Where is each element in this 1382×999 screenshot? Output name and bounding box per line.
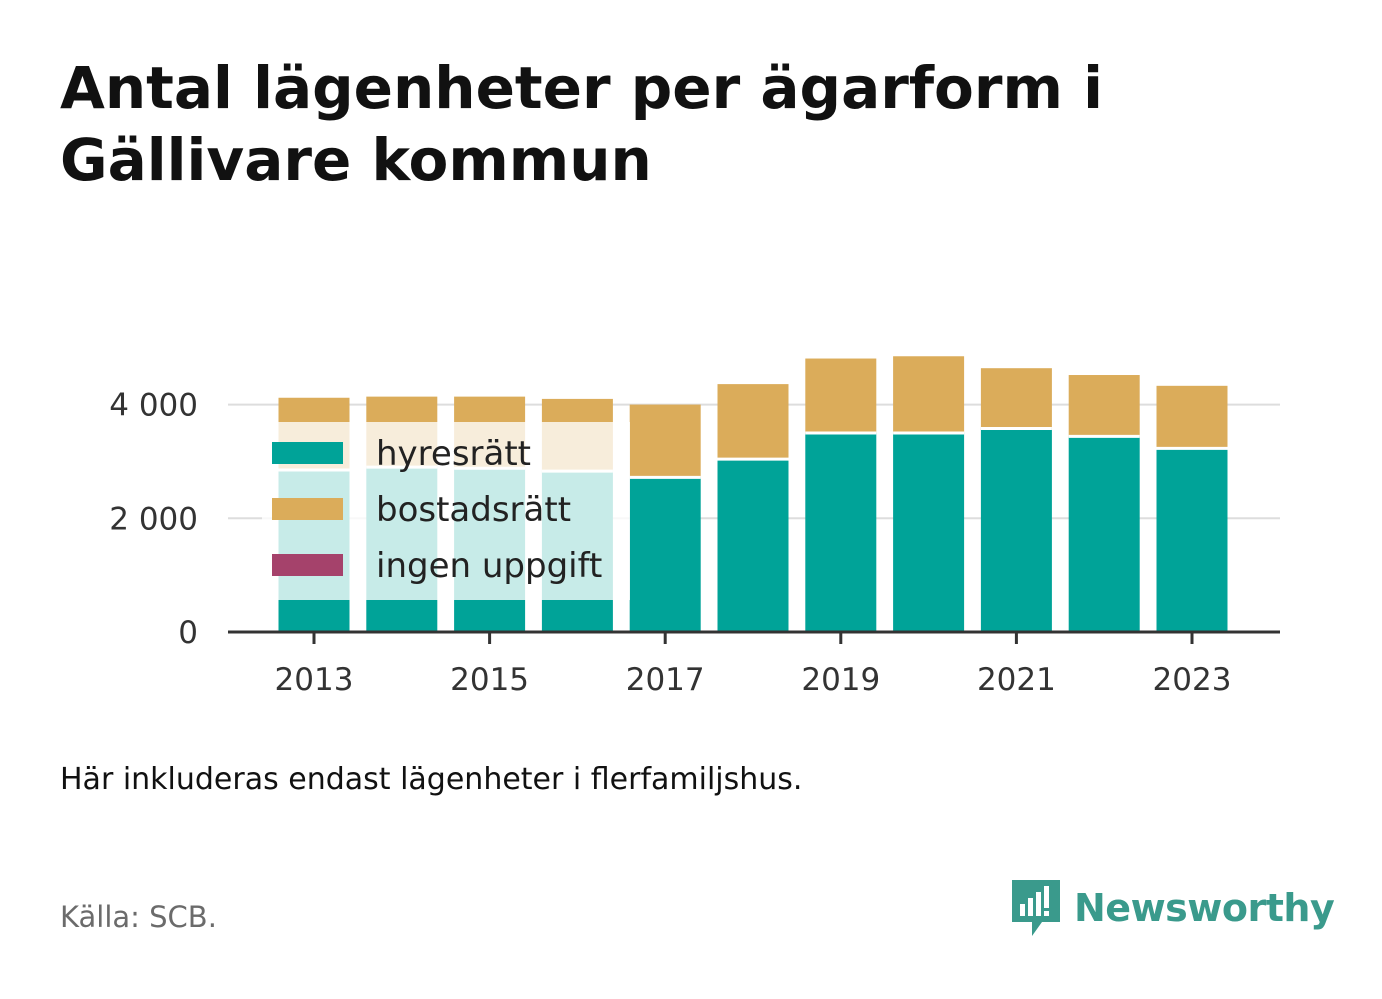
legend-label: ingen uppgift <box>376 546 602 586</box>
bar-segment <box>980 428 1052 632</box>
legend-swatch <box>272 498 343 520</box>
y-tick-label: 4 000 <box>109 388 198 424</box>
bar-segment <box>1068 436 1140 632</box>
legend: hyresrätt bostadsrätt ingen uppgift <box>272 434 602 586</box>
x-tick-label: 2019 <box>801 662 880 698</box>
x-tick-label: 2013 <box>275 662 354 698</box>
x-tick-label: 2021 <box>977 662 1056 698</box>
newsworthy-logo-icon <box>1012 880 1060 936</box>
legend-label: hyresrätt <box>376 434 531 474</box>
bar-segment <box>629 477 701 632</box>
y-axis: 0 2 000 4 000 <box>109 388 198 651</box>
chart-title: Antal lägenheter per ägarform i Gällivar… <box>60 54 1104 194</box>
bar-segment <box>1068 375 1140 437</box>
y-tick-label: 2 000 <box>109 501 198 537</box>
brand-name: Newsworthy <box>1074 886 1335 930</box>
legend-label: bostadsrätt <box>376 490 571 530</box>
legend-swatch <box>272 554 343 576</box>
legend-swatch <box>272 442 343 464</box>
x-axis: 2013 2015 2017 2019 2021 2023 <box>275 632 1232 698</box>
x-tick-label: 2023 <box>1153 662 1232 698</box>
bar-segment <box>805 433 877 632</box>
brand-logo: Newsworthy <box>1010 878 1335 938</box>
bar-segment <box>893 433 965 632</box>
bar-segment <box>717 384 789 460</box>
bar-segment <box>1156 385 1228 449</box>
bar-segment <box>629 404 701 478</box>
bar-segment <box>805 358 877 434</box>
x-tick-label: 2017 <box>626 662 705 698</box>
bar-segment <box>717 459 789 632</box>
source-text: Källa: SCB. <box>60 900 217 934</box>
bar-segment <box>980 368 1052 429</box>
bar-segment <box>1156 448 1228 632</box>
x-tick-label: 2015 <box>450 662 529 698</box>
footnote: Här inkluderas endast lägenheter i flerf… <box>60 762 803 797</box>
bar-segment <box>893 356 965 434</box>
y-tick-label: 0 <box>178 615 198 651</box>
